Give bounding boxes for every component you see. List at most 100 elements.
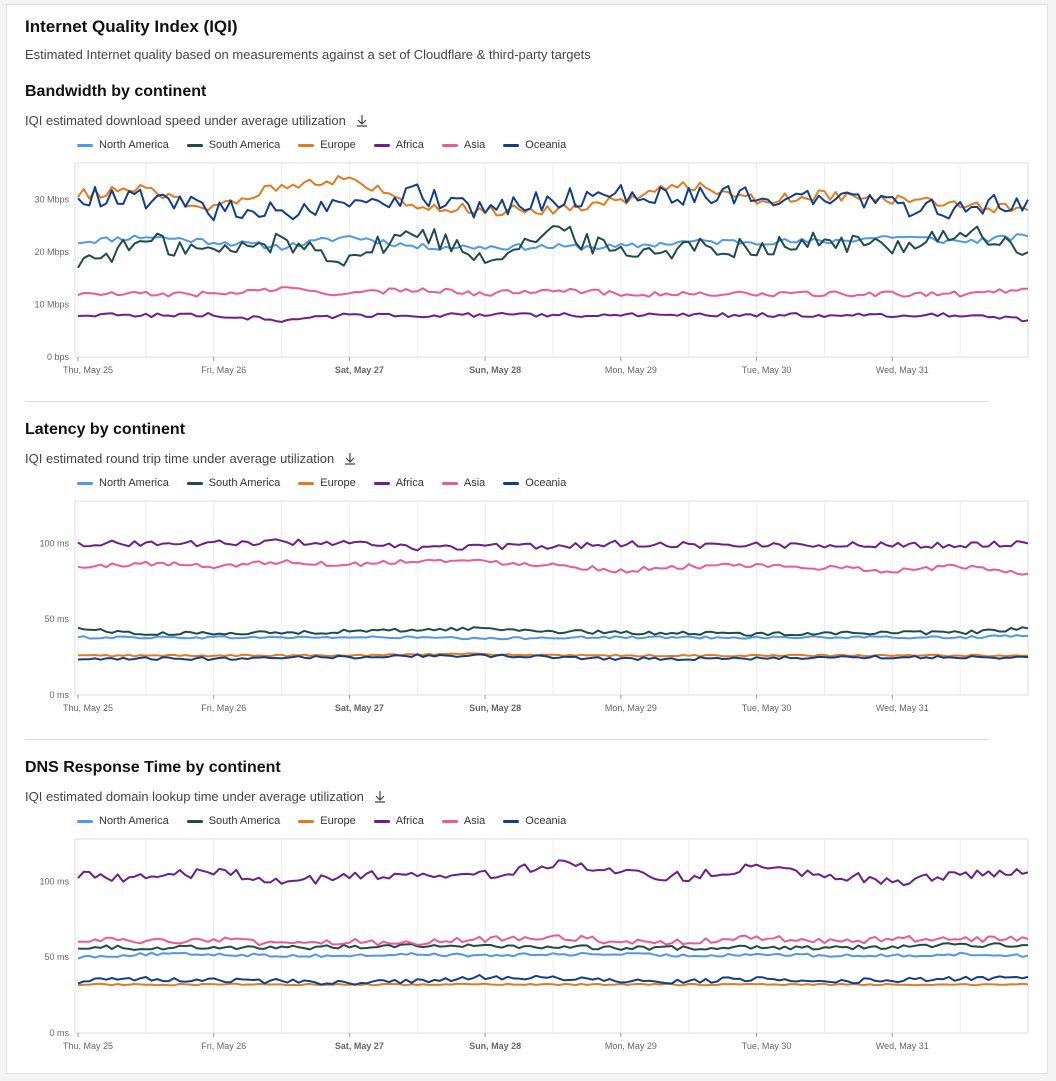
- series-line-asia: [77, 934, 1029, 947]
- legend-item-africa[interactable]: Africa: [373, 139, 424, 151]
- chart-legend: North America South America Europe Africa As…: [77, 815, 566, 827]
- legend-item-south-america[interactable]: South America: [186, 815, 281, 827]
- section-description: IQI estimated download speed under avera…: [25, 113, 368, 130]
- legend-swatch: [441, 481, 458, 485]
- section-description-text: IQI estimated domain lookup time under a…: [25, 789, 364, 804]
- y-tick-label: 30 Mbps: [34, 195, 69, 205]
- download-icon[interactable]: [356, 114, 368, 130]
- section-divider: [25, 739, 989, 740]
- legend-swatch: [373, 481, 390, 485]
- series-line-oceania: [77, 653, 1029, 662]
- legend-label: South America: [208, 477, 281, 489]
- dns-section: DNS Response Time by continent IQI estim…: [7, 759, 1049, 1059]
- legend-item-oceania[interactable]: Oceania: [503, 477, 566, 489]
- chart-legend: North America South America Europe Africa As…: [77, 477, 566, 489]
- x-tick-label: Sat, May 27: [335, 703, 384, 713]
- legend-swatch: [298, 143, 315, 147]
- legend-label: Europe: [320, 477, 356, 489]
- legend-label: South America: [208, 139, 281, 151]
- legend-item-europe[interactable]: Europe: [298, 815, 356, 827]
- legend-item-north-america[interactable]: North America: [77, 815, 169, 827]
- legend-item-north-america[interactable]: North America: [77, 477, 169, 489]
- legend-swatch: [373, 819, 390, 823]
- legend-item-europe[interactable]: Europe: [298, 477, 356, 489]
- legend-item-north-america[interactable]: North America: [77, 139, 169, 151]
- bandwidth-section: Bandwidth by continent IQI estimated dow…: [7, 83, 1049, 383]
- y-tick-label: 10 Mbps: [34, 300, 69, 310]
- x-tick-label: Fri, May 26: [201, 703, 246, 713]
- legend-item-europe[interactable]: Europe: [298, 139, 356, 151]
- legend-item-asia[interactable]: Asia: [441, 815, 485, 827]
- section-title: Latency by continent: [25, 421, 186, 438]
- legend-item-south-america[interactable]: South America: [186, 139, 281, 151]
- legend-swatch: [77, 819, 93, 823]
- bandwidth-chart: 0 bps 10 Mbps 20 Mbps 30 Mbps Thu, May 25 Fri…: [34, 162, 1029, 375]
- plot-frame: [74, 162, 1029, 358]
- series-line-africa: [77, 859, 1029, 887]
- chart-legend: North America South America Europe Africa As…: [77, 139, 566, 151]
- legend-item-asia[interactable]: Asia: [441, 477, 485, 489]
- legend-label: North America: [99, 477, 169, 489]
- x-tick-label: Sun, May 28: [469, 365, 521, 375]
- legend-item-africa[interactable]: Africa: [373, 815, 424, 827]
- download-icon[interactable]: [374, 790, 386, 806]
- legend-item-asia[interactable]: Asia: [441, 139, 486, 151]
- legend-swatch: [186, 481, 203, 485]
- legend-item-south-america[interactable]: South America: [186, 477, 281, 489]
- legend-label: Africa: [395, 815, 424, 827]
- legend-label: Oceania: [525, 477, 567, 489]
- x-tick-label: Wed, May 31: [876, 365, 929, 375]
- x-tick-label: Fri, May 26: [201, 1041, 246, 1051]
- legend-label: Asia: [463, 139, 486, 151]
- x-tick-label: Thu, May 25: [63, 1041, 113, 1051]
- series-line-africa: [77, 312, 1029, 323]
- legend-label: North America: [99, 139, 169, 151]
- plot-frame: [74, 838, 1029, 1034]
- series-line-europe: [77, 982, 1029, 987]
- download-icon[interactable]: [344, 452, 356, 468]
- legend-label: Europe: [320, 815, 356, 827]
- x-tick-label: Thu, May 25: [63, 703, 113, 713]
- legend-swatch: [298, 481, 315, 485]
- section-description-text: IQI estimated round trip time under aver…: [25, 451, 335, 466]
- y-tick-label: 100 ms: [39, 538, 69, 548]
- x-tick-label: Sat, May 27: [335, 365, 384, 375]
- latency-section: Latency by continent IQI estimated round…: [7, 421, 1049, 721]
- legend-label: North America: [99, 815, 169, 827]
- x-tick-label: Thu, May 25: [63, 365, 113, 375]
- legend-swatch: [373, 143, 390, 147]
- section-title: Bandwidth by continent: [25, 83, 207, 100]
- section-description: IQI estimated domain lookup time under a…: [25, 789, 386, 806]
- x-tick-label: Mon, May 29: [605, 1041, 657, 1051]
- legend-item-oceania[interactable]: Oceania: [503, 815, 566, 827]
- legend-label: Oceania: [525, 139, 567, 151]
- section-title: DNS Response Time by continent: [25, 759, 281, 776]
- legend-swatch: [77, 481, 93, 485]
- x-tick-label: Wed, May 31: [876, 703, 929, 713]
- legend-label: South America: [208, 815, 281, 827]
- y-tick-label: 100 ms: [39, 876, 69, 886]
- x-tick-label: Tue, May 30: [742, 703, 792, 713]
- page-title: Internet Quality Index (IQI): [25, 17, 238, 36]
- legend-swatch: [503, 143, 520, 147]
- series-line-asia: [77, 558, 1029, 576]
- series-line-south-america: [77, 942, 1028, 951]
- series-line-europe: [77, 652, 1029, 658]
- legend-label: Oceania: [525, 815, 567, 827]
- page-subtitle: Estimated Internet quality based on meas…: [25, 47, 591, 62]
- section-description-text: IQI estimated download speed under avera…: [25, 113, 346, 128]
- legend-label: Africa: [395, 139, 424, 151]
- series-line-africa: [77, 538, 1029, 552]
- x-tick-label: Wed, May 31: [876, 1041, 929, 1051]
- legend-item-africa[interactable]: Africa: [373, 477, 424, 489]
- x-tick-label: Sun, May 28: [469, 1041, 521, 1051]
- legend-swatch: [503, 481, 520, 485]
- series-line-north-america: [77, 233, 1029, 251]
- plot-frame: [74, 500, 1029, 696]
- legend-swatch: [503, 819, 520, 823]
- series-line-north-america: [77, 951, 1029, 960]
- legend-item-oceania[interactable]: Oceania: [503, 139, 566, 151]
- x-tick-label: Mon, May 29: [605, 703, 657, 713]
- y-tick-label: 0 ms: [49, 1028, 69, 1038]
- y-tick-label: 0 ms: [49, 690, 69, 700]
